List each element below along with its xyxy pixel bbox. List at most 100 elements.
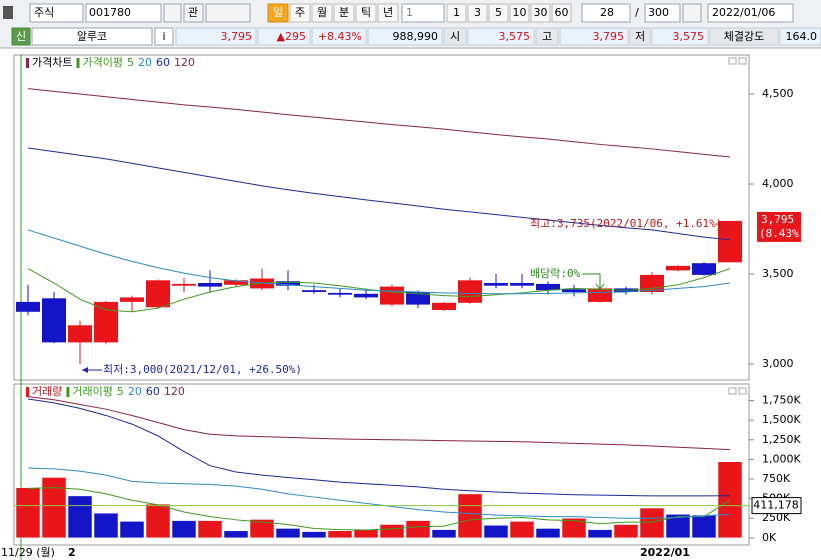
current-volume-box — [751, 497, 802, 515]
period-button[interactable] — [267, 3, 289, 23]
info-button[interactable] — [154, 27, 174, 46]
candle-body — [380, 286, 404, 305]
legend-label: 20 — [128, 385, 142, 398]
panel-button[interactable] — [738, 57, 747, 65]
scroll-button[interactable] — [205, 3, 251, 23]
period-label: 틱 — [361, 6, 371, 19]
candle-body — [198, 283, 222, 287]
quote-cell — [535, 27, 559, 46]
quote-value: 164.0 — [786, 30, 818, 43]
legend-label: 120 — [174, 56, 195, 69]
current-volume: 411,178 — [753, 499, 799, 512]
legend-swatch — [76, 58, 80, 68]
legend-label: 60 — [146, 385, 160, 398]
x-tick-label: 2 — [68, 546, 76, 559]
volume-bar — [119, 521, 145, 539]
code-input[interactable] — [85, 3, 162, 23]
high-annotation: 최고:3,735(2022/01/06, +1.61%) — [530, 217, 722, 230]
dividend-annotation: 배당락:0% — [530, 267, 581, 280]
candle-body — [276, 281, 300, 286]
watch-button[interactable] — [183, 3, 204, 23]
candle-body — [354, 293, 378, 298]
panel-button[interactable] — [738, 387, 747, 395]
candle-body — [146, 280, 170, 308]
candle-body — [94, 301, 118, 343]
option-button[interactable] — [682, 3, 702, 23]
separator-text: / — [635, 6, 639, 19]
panel-button[interactable] — [728, 57, 737, 65]
volume-bar — [223, 530, 249, 539]
period-label: 주 — [295, 6, 305, 19]
legend-label: 20 — [138, 56, 152, 69]
volume-bar — [145, 503, 171, 539]
watch-label: 관 — [188, 6, 198, 19]
volume-bar — [41, 477, 67, 539]
quick-button[interactable] — [530, 3, 551, 23]
quote-cell — [709, 27, 779, 46]
date-text: 2022/01/06 — [712, 6, 775, 19]
quote-value: 3,795 — [593, 30, 625, 43]
date-input[interactable] — [707, 3, 794, 23]
legend-label: 5 — [127, 56, 134, 69]
candle-body — [692, 263, 716, 275]
candle-body — [224, 280, 248, 285]
quick-label: 10 — [513, 6, 527, 19]
legend-label: 가격이평 — [82, 56, 122, 69]
period-button[interactable] — [311, 3, 333, 23]
quote-cell — [443, 27, 467, 46]
volume-bar — [561, 517, 587, 539]
candle-body — [666, 265, 690, 271]
legend-swatch — [26, 58, 29, 68]
search-button[interactable] — [163, 3, 182, 23]
period-button[interactable] — [333, 3, 355, 23]
volume-bar — [431, 529, 457, 539]
quote-value: 3,575 — [499, 30, 531, 43]
volume-bar — [197, 520, 223, 539]
quick-button[interactable] — [467, 3, 488, 23]
candle-body — [718, 220, 742, 263]
last-price-box — [757, 211, 801, 242]
candle-body — [302, 290, 326, 293]
period-label: 년 — [383, 6, 393, 19]
candle-body — [432, 302, 456, 310]
legend-label: 5 — [117, 385, 124, 398]
volume-bar — [93, 512, 119, 539]
candle-body — [42, 298, 66, 343]
interval-select[interactable] — [401, 3, 445, 23]
last-price: 3,795 — [761, 213, 794, 226]
volume-bar — [509, 521, 535, 539]
count-input[interactable] — [581, 3, 631, 23]
period-button[interactable] — [355, 3, 377, 23]
code-text: 001780 — [89, 6, 131, 19]
name-text: 알루코 — [77, 29, 107, 43]
menu-icon[interactable] — [3, 6, 13, 19]
quote-value: 988,990 — [393, 30, 439, 43]
volume-bar — [457, 493, 483, 539]
moving-average — [27, 487, 731, 531]
y-tick-label: 1,500K — [762, 413, 801, 426]
total-input[interactable] — [644, 3, 681, 23]
y-tick-label: 3,000 — [762, 357, 794, 370]
volume-bar — [483, 525, 509, 539]
badge-text: 신 — [16, 30, 26, 43]
period-button[interactable] — [377, 3, 399, 23]
period-button[interactable] — [289, 3, 311, 23]
price-panel — [13, 54, 750, 381]
market-select[interactable] — [29, 3, 84, 23]
volume-bar — [353, 529, 379, 539]
legend-label: 가격차트 — [32, 56, 72, 69]
annotation-arrowhead — [82, 367, 88, 373]
quote-value: 저 — [635, 30, 645, 43]
quick-button[interactable] — [446, 3, 467, 23]
quick-button[interactable] — [551, 3, 572, 23]
volume-panel — [13, 383, 750, 546]
volume-bar — [587, 529, 613, 539]
quote-cell — [779, 27, 821, 46]
panel-button[interactable] — [728, 387, 737, 395]
quick-button[interactable] — [509, 3, 530, 23]
low-annotation: 최저:3,000(2021/12/01, +26.50%) — [103, 363, 302, 376]
candle-body — [120, 297, 144, 302]
quick-button[interactable] — [488, 3, 509, 23]
quick-label: 60 — [555, 6, 569, 19]
y-tick-label: 250K — [762, 511, 791, 524]
